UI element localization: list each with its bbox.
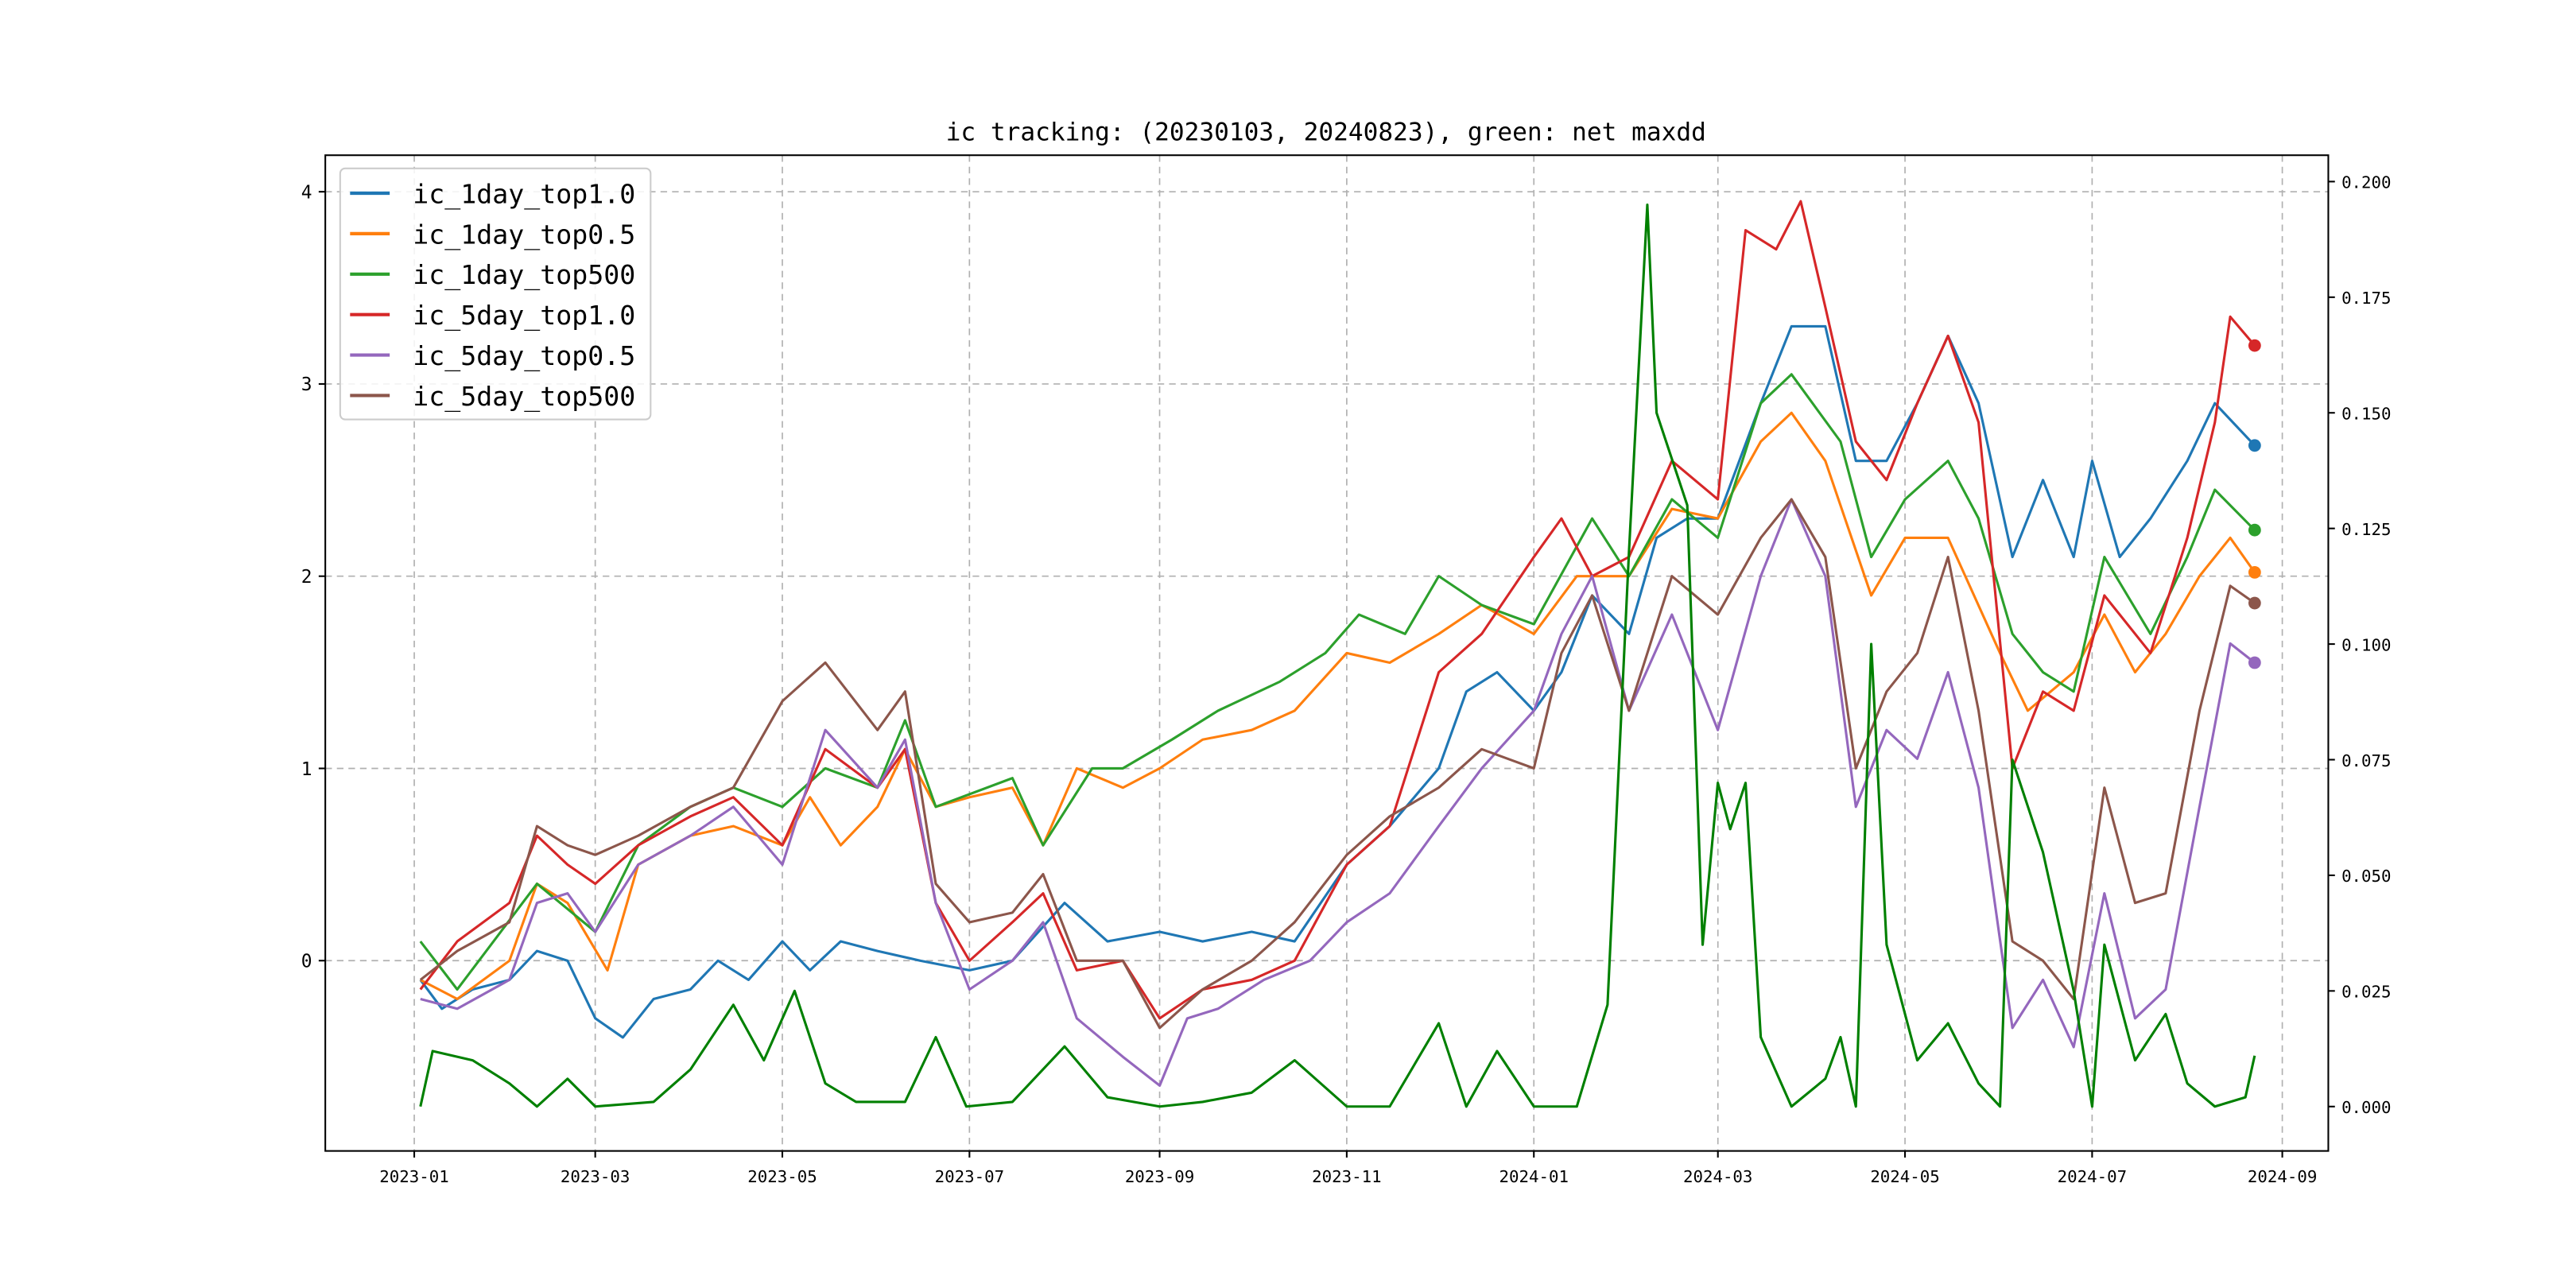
- series-line-ic_5day_top1.0: [419, 200, 2256, 1020]
- grid: [325, 155, 2329, 1151]
- series-lines: [419, 200, 2261, 1108]
- legend-label: ic_1day_top0.5: [413, 219, 635, 250]
- end-marker-ic_5day_top0.5: [2248, 656, 2261, 669]
- end-marker-ic_1day_top1.0: [2248, 439, 2261, 452]
- y-right-tick-label: 0.175: [2341, 289, 2391, 308]
- plot-frame: [324, 154, 2330, 1152]
- end-marker-ic_5day_top500: [2248, 596, 2261, 610]
- series-line-net maxdd: [419, 203, 2256, 1108]
- y-tick-label: 0: [301, 952, 312, 972]
- y-right-tick-label: 0.025: [2341, 983, 2391, 1002]
- legend-label: ic_5day_top0.5: [413, 340, 635, 372]
- x-tick-label: 2024-09: [2248, 1167, 2317, 1186]
- legend: ic_1day_top1.0 ic_1day_top0.5 ic_1day_top5…: [339, 167, 652, 421]
- y-tick-label: 2: [301, 567, 312, 588]
- x-tick-label: 2023-09: [1125, 1167, 1194, 1186]
- axes: 2023-01 2023-03 2023-05 2023-07 2023-09 2023-…: [301, 173, 2392, 1186]
- y-right-tick-label: 0.150: [2341, 405, 2391, 424]
- end-marker-ic_5day_top1.0: [2248, 339, 2261, 352]
- y-right-tick-label: 0.100: [2341, 635, 2391, 654]
- legend-label: ic_1day_top1.0: [413, 178, 635, 210]
- x-tick-label: 2024-05: [1870, 1167, 1939, 1186]
- y-right-tick-label: 0.000: [2341, 1098, 2391, 1117]
- x-tick-label: 2023-03: [561, 1167, 630, 1186]
- x-tick-label: 2023-11: [1312, 1167, 1381, 1186]
- y-tick-label: 4: [301, 182, 312, 203]
- y-right-tick-label: 0.050: [2341, 867, 2391, 886]
- x-tick-label: 2023-01: [379, 1167, 448, 1186]
- series-line-ic_5day_top500: [419, 498, 2256, 1030]
- end-marker-ic_1day_top0.5: [2248, 565, 2261, 579]
- legend-label: ic_5day_top1.0: [413, 300, 635, 332]
- y-right-tick-label: 0.200: [2341, 173, 2391, 192]
- series-line-ic_1day_top0.5: [420, 411, 2256, 1001]
- x-tick-label: 2023-07: [935, 1167, 1004, 1186]
- x-tick-label: 2024-01: [1499, 1167, 1568, 1186]
- y-right-tick-label: 0.125: [2341, 520, 2391, 539]
- x-tick-label: 2024-03: [1683, 1167, 1752, 1186]
- legend-box: [339, 167, 652, 421]
- end-marker-ic_1day_top500: [2248, 523, 2261, 537]
- y-tick-label: 1: [301, 759, 312, 780]
- series-line-ic_1day_top500: [419, 373, 2256, 991]
- y-right-tick-label: 0.075: [2341, 751, 2391, 770]
- series-line-ic_1day_top1.0: [419, 324, 2256, 1039]
- legend-label: ic_1day_top500: [413, 259, 635, 291]
- y-tick-label: 3: [301, 374, 312, 395]
- chart-title: ic tracking: (20230103, 20240823), green…: [946, 118, 1706, 147]
- x-tick-label: 2023-05: [747, 1167, 817, 1186]
- legend-label: ic_5day_top500: [413, 381, 635, 413]
- x-tick-label: 2024-07: [2058, 1167, 2127, 1186]
- series-line-ic_5day_top0.5: [420, 498, 2256, 1087]
